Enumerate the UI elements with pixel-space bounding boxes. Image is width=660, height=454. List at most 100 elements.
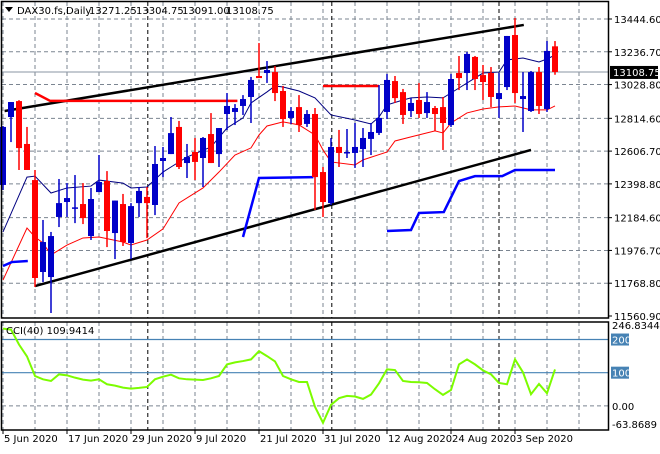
candle-body: [80, 204, 86, 218]
bull-candle: [520, 72, 526, 132]
bear-candle: [280, 86, 286, 127]
candle-body: [400, 92, 406, 115]
bull-candle: [264, 61, 270, 83]
bear-candle: [312, 108, 318, 210]
support-line: [243, 177, 313, 237]
date-label: 17 Jun 2020: [68, 434, 128, 445]
price-tick-label: 12606.70: [614, 147, 660, 158]
candle-body: [48, 236, 54, 277]
bear-candle: [440, 97, 446, 150]
bear-candle: [80, 183, 86, 224]
candle-body: [216, 128, 222, 154]
bull-candle: [224, 93, 230, 130]
chart-title: DAX30.fs,Daily 13271.25 13304.75 13091.0…: [5, 6, 274, 17]
date-label: 5 Jun 2020: [4, 434, 58, 445]
cci-line: [3, 329, 555, 423]
candle-body: [504, 36, 510, 87]
cci-axis-label: 0.00: [612, 402, 634, 413]
candle-body: [520, 96, 526, 99]
candle-body: [448, 79, 454, 125]
date-label: 21 Jul 2020: [260, 434, 317, 445]
bull-candle: [56, 179, 62, 227]
candle-body: [296, 107, 302, 125]
bear-candle: [488, 67, 494, 107]
candle-body: [304, 114, 310, 124]
cci-axis-label: -63.8689: [612, 420, 657, 431]
candle-body: [280, 91, 286, 119]
date-label: 9 Jul 2020: [196, 434, 246, 445]
bull-candle: [328, 138, 334, 205]
candle-body: [248, 80, 254, 97]
upper-trendline: [5, 25, 524, 111]
candle-body: [376, 118, 382, 133]
candle-body: [168, 133, 174, 154]
candle-body: [480, 75, 486, 82]
bear-candle: [456, 56, 462, 90]
candle-body: [136, 191, 142, 203]
date-label: 3 Sep 2020: [516, 434, 573, 445]
support-line: [3, 261, 28, 266]
bear-candle: [144, 187, 150, 238]
candle-body: [288, 111, 294, 118]
bull-candle: [504, 36, 510, 90]
bull-candle: [72, 175, 78, 223]
date-label: 12 Aug 2020: [388, 434, 452, 445]
bull-candle: [384, 74, 390, 119]
dropdown-triangle-icon[interactable]: [5, 7, 13, 12]
bull-candle: [304, 110, 310, 127]
bear-candle: [104, 171, 110, 247]
candle-body: [88, 199, 94, 236]
bull-candle: [216, 128, 222, 167]
bear-candle: [320, 167, 326, 217]
bear-candle: [336, 130, 342, 167]
date-label: 24 Aug 2020: [452, 434, 516, 445]
bull-candle: [40, 220, 46, 282]
support-line: [387, 170, 555, 231]
bear-candle: [512, 18, 518, 103]
bull-candle: [136, 187, 142, 217]
cci-level-label: 200: [612, 336, 631, 347]
candle-body: [320, 172, 326, 202]
bear-candle: [536, 67, 542, 114]
candle-body: [488, 73, 494, 97]
open-value: 13271.25: [89, 6, 137, 17]
close-value: 13108.75: [226, 6, 274, 17]
bull-candle: [344, 129, 350, 158]
bull-candle: [88, 188, 94, 240]
candle-body: [392, 81, 398, 98]
candle-body: [8, 102, 14, 117]
bear-candle: [392, 76, 398, 103]
candle-body: [72, 207, 78, 209]
price-tick-label: 13028.80: [614, 81, 660, 92]
candle-body: [112, 201, 118, 233]
candle-body: [552, 46, 558, 72]
candle-body: [544, 51, 550, 109]
bull-candle: [168, 117, 174, 154]
candle-body: [344, 152, 350, 154]
candle-body: [32, 180, 38, 278]
current-price-label: 13108.75: [613, 68, 660, 79]
candle-body: [120, 204, 126, 242]
candle-body: [144, 197, 150, 203]
cci-title: CCI(40) 109.9414: [6, 326, 94, 337]
candle-body: [24, 144, 30, 170]
candle-body: [336, 147, 342, 153]
candle-body: [264, 70, 270, 73]
bull-candle: [8, 102, 14, 142]
candle-body: [352, 147, 358, 153]
candle-body: [416, 100, 422, 114]
candle-body: [232, 108, 238, 112]
bear-candle: [272, 66, 278, 101]
bull-candle: [96, 155, 102, 192]
bear-candle: [416, 83, 422, 118]
candle-body: [312, 114, 318, 177]
price-tick-label: 13236.70: [614, 48, 660, 59]
price-tick-label: 12398.80: [614, 180, 660, 191]
candle-body: [536, 72, 542, 106]
cci-axis-label: 246.8344: [612, 321, 660, 332]
bear-candle: [480, 65, 486, 100]
cci-panel-border: [2, 322, 609, 430]
date-label: 31 Jul 2020: [324, 434, 381, 445]
